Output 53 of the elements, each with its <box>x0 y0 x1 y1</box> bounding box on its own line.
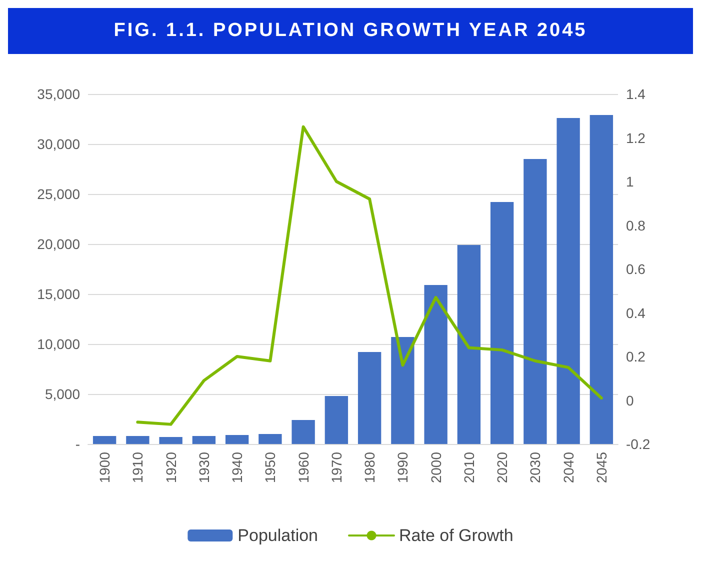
bar <box>92 436 116 444</box>
y2-tick-label: 0.8 <box>626 217 646 234</box>
y-tick-label: 15,000 <box>37 286 80 302</box>
y-tick-label: 10,000 <box>37 336 80 352</box>
x-tick-label: 2020 <box>494 452 510 484</box>
y2-tick-label: 0.4 <box>626 304 646 321</box>
y-tick-label: - <box>75 436 80 452</box>
bar <box>324 396 348 444</box>
bar <box>524 159 547 444</box>
x-tick-label: 1940 <box>229 452 246 484</box>
x-tick-label: 2045 <box>593 452 610 484</box>
y-tick-label: 30,000 <box>37 136 80 152</box>
x-tick-label: 1910 <box>130 452 146 484</box>
y-tick-label: 25,000 <box>37 186 80 202</box>
x-tick-label: 1990 <box>394 452 411 484</box>
x-tick-label: 1920 <box>162 452 179 484</box>
bar <box>258 434 282 444</box>
y-tick-label: 5,000 <box>44 386 80 402</box>
chart-title: FIG. 1.1. POPULATION GROWTH YEAR 2045 <box>8 8 693 54</box>
line-series <box>136 125 603 426</box>
legend-label: Population <box>238 526 318 545</box>
x-tick-label: 2030 <box>527 452 544 484</box>
bar <box>159 437 182 444</box>
x-tick-label: 2000 <box>428 452 444 484</box>
legend-label: Rate of Growth <box>399 526 514 545</box>
y2-tick-label: 1 <box>626 174 634 190</box>
bar <box>292 420 315 444</box>
x-tick-label: 1930 <box>196 452 212 484</box>
x-tick-label: 1970 <box>328 452 344 484</box>
y2-tick-label: 1.2 <box>626 130 646 146</box>
y-tick-label: 20,000 <box>37 236 80 252</box>
x-tick-label: 1960 <box>295 452 312 484</box>
y-tick-label: 35,000 <box>37 86 80 102</box>
x-tick-label: 2040 <box>560 452 576 484</box>
bar <box>556 118 580 444</box>
bar <box>457 245 481 444</box>
y2-tick-label: 1.4 <box>626 86 646 102</box>
x-tick-label: 1950 <box>262 452 278 484</box>
bar <box>358 352 382 444</box>
y2-tick-label: 0.2 <box>626 348 646 364</box>
x-tick-label: 1980 <box>362 452 378 484</box>
x-tick-label: 1900 <box>96 452 113 484</box>
bar <box>590 115 614 444</box>
bar <box>126 436 150 444</box>
y2-tick-label: -0.2 <box>626 436 650 452</box>
y2-tick-label: 0.6 <box>626 261 646 277</box>
bar <box>192 436 216 444</box>
bar <box>391 337 414 444</box>
bar <box>225 435 249 444</box>
x-tick-label: 2010 <box>460 452 477 484</box>
y2-tick-label: 0 <box>626 392 634 408</box>
bar <box>424 285 448 444</box>
bar <box>490 202 514 444</box>
